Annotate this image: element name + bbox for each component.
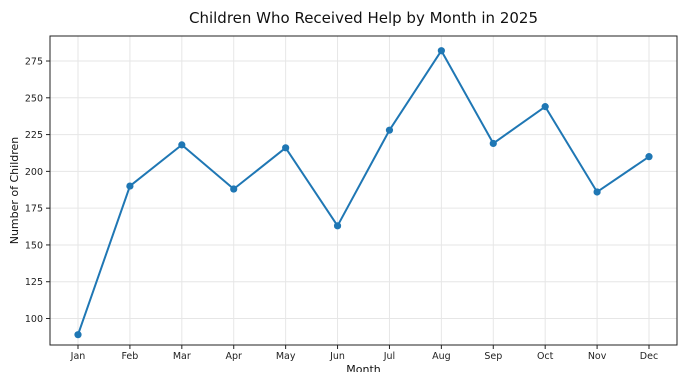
- data-point-dec: [645, 153, 653, 161]
- grid-layer: [50, 36, 677, 345]
- chart-title: Children Who Received Help by Month in 2…: [189, 9, 538, 27]
- y-tick-label: 225: [25, 130, 43, 141]
- x-tick-label: Mar: [173, 351, 191, 362]
- x-tick-label: Nov: [588, 351, 607, 362]
- x-tick-label: Feb: [121, 351, 138, 362]
- x-tick-label: Jun: [329, 351, 345, 362]
- data-point-jul: [385, 126, 394, 134]
- data-point-mar: [178, 141, 186, 149]
- x-axis-label: Month: [346, 363, 381, 372]
- data-point-sep: [489, 139, 497, 148]
- series-layer: [74, 47, 653, 339]
- x-tick-label: Dec: [640, 351, 658, 362]
- x-tick-label: Jan: [70, 351, 86, 362]
- x-axis-ticks: Jan Feb Mar Apr May Jun Jul Aug Sep Oct Nov Dec: [70, 345, 658, 362]
- data-point-oct: [541, 103, 549, 111]
- data-point-jun: [333, 222, 342, 230]
- data-point-aug: [437, 47, 445, 55]
- y-tick-label: 250: [25, 93, 43, 104]
- y-tick-label: 200: [25, 167, 43, 178]
- x-tick-label: Apr: [226, 351, 243, 362]
- x-tick-label: May: [276, 351, 296, 362]
- y-tick-label: 275: [25, 57, 43, 68]
- y-tick-label: 175: [25, 204, 43, 215]
- x-tick-label: Aug: [432, 351, 451, 362]
- x-tick-label: Sep: [484, 351, 502, 362]
- y-tick-label: 150: [25, 240, 43, 251]
- data-point-nov: [593, 188, 601, 196]
- data-point-apr: [230, 185, 238, 193]
- series-line: [77, 49, 650, 336]
- y-axis-ticks: 100 125 150 175 200 225 250 275: [25, 57, 50, 325]
- data-point-may: [282, 144, 290, 152]
- x-tick-label: Oct: [537, 351, 554, 362]
- x-tick-label: Jul: [383, 351, 395, 362]
- axis-layer: [49, 35, 678, 346]
- y-tick-label: 100: [25, 314, 43, 325]
- y-axis-label: Number of Children: [8, 137, 21, 245]
- data-point-feb: [126, 182, 134, 190]
- y-tick-label: 125: [25, 277, 43, 288]
- plot-frame: [49, 35, 678, 346]
- data-point-jan: [74, 331, 82, 339]
